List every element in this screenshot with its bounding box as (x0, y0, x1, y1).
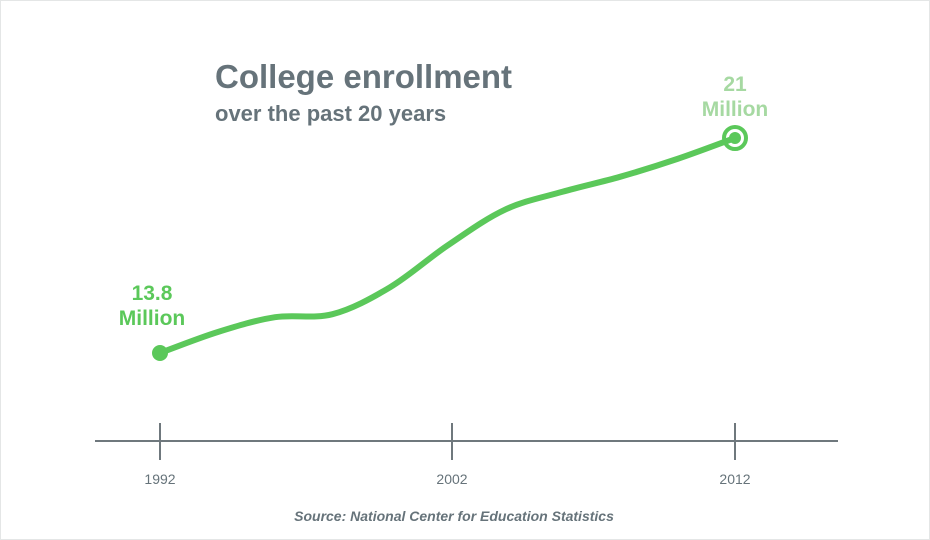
start-value-label: 13.8 (132, 282, 173, 305)
end-point-ring (722, 125, 748, 151)
x-tick-label: 2002 (436, 471, 467, 487)
start-point (152, 345, 168, 361)
chart-subtitle: over the past 20 years (215, 101, 446, 126)
series-line (157, 135, 738, 356)
end-point (729, 132, 741, 144)
end-unit-label: Million (702, 98, 769, 121)
chart-title: College enrollment (215, 58, 512, 95)
start-unit-label: Million (119, 307, 186, 330)
x-tick-label: 2012 (719, 471, 750, 487)
x-tick-label: 1992 (144, 471, 175, 487)
end-value-label: 21 (723, 73, 747, 96)
source-note: Source: National Center for Education St… (294, 508, 614, 524)
